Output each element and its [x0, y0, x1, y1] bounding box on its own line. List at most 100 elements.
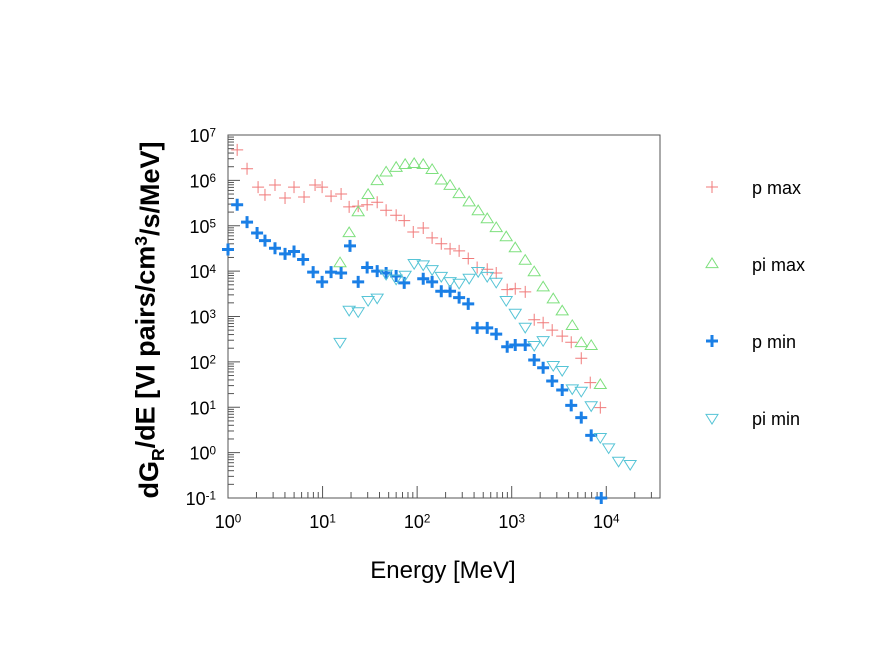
data-point	[297, 253, 310, 266]
data-point	[426, 275, 439, 288]
data-point	[489, 221, 504, 233]
data-point	[389, 160, 404, 172]
data-point	[398, 214, 411, 227]
data-point	[252, 181, 265, 194]
data-point	[279, 247, 292, 260]
x-axis-title: Energy [MeV]	[370, 557, 515, 584]
data-point	[509, 282, 522, 295]
data-point	[574, 336, 589, 348]
data-point	[501, 340, 514, 353]
data-point	[361, 198, 374, 211]
y-tick-label: 10-1	[186, 489, 216, 509]
data-point	[251, 227, 264, 240]
data-point	[380, 204, 393, 217]
data-point	[443, 277, 457, 289]
data-point	[555, 304, 570, 316]
data-point	[258, 188, 271, 201]
data-point	[471, 321, 484, 334]
y-tick-label: 104	[189, 262, 216, 282]
data-point	[536, 336, 551, 348]
data-point	[379, 165, 394, 177]
data-point	[556, 383, 569, 396]
y-tick-label: 107	[189, 126, 216, 146]
data-point	[575, 411, 588, 424]
data-point	[555, 365, 570, 378]
data-point	[575, 352, 588, 365]
legend-marker	[706, 335, 718, 347]
data-point	[556, 330, 569, 343]
data-point	[307, 266, 320, 279]
y-tick-label: 106	[189, 171, 216, 191]
data-point	[546, 292, 561, 304]
data-point	[499, 295, 514, 308]
data-point	[343, 239, 356, 252]
data-point	[407, 157, 422, 169]
data-point	[623, 459, 638, 471]
data-point	[536, 280, 551, 292]
y-tick-label: 101	[189, 398, 216, 418]
data-point	[241, 162, 254, 175]
legend-label: pi max	[752, 255, 805, 275]
data-point	[594, 401, 607, 414]
data-point	[342, 226, 357, 238]
data-point	[527, 340, 542, 352]
data-point	[537, 316, 550, 329]
data-point	[565, 336, 578, 349]
data-point	[258, 234, 271, 247]
data-point	[519, 339, 532, 352]
data-point	[462, 195, 477, 207]
data-point	[499, 230, 514, 242]
data-point	[501, 283, 514, 296]
data-point	[417, 272, 430, 285]
x-tick-label: 102	[404, 512, 431, 532]
data-point	[584, 376, 597, 389]
data-point	[316, 275, 329, 288]
data-point	[601, 443, 616, 455]
data-point	[546, 374, 559, 387]
data-point	[537, 361, 550, 374]
data-point	[351, 205, 366, 217]
y-tick-label: 103	[189, 308, 216, 328]
data-point	[316, 181, 329, 194]
data-point	[370, 293, 385, 305]
data-point	[584, 338, 599, 350]
data-point	[417, 222, 430, 235]
data-point	[298, 191, 311, 204]
x-tick-label: 103	[498, 512, 525, 532]
data-point	[343, 200, 356, 213]
data-point	[452, 278, 467, 290]
data-point	[370, 174, 385, 186]
x-tick-label: 101	[309, 512, 336, 532]
data-point	[471, 204, 486, 216]
data-point	[407, 259, 422, 271]
data-point	[268, 179, 281, 192]
data-point	[462, 252, 475, 265]
y-tick-label: 102	[189, 353, 216, 373]
data-point	[389, 274, 404, 286]
data-point	[518, 322, 533, 334]
data-point	[288, 181, 301, 194]
data-point	[528, 313, 541, 326]
data-point	[593, 378, 608, 390]
data-point	[325, 190, 338, 203]
data-point	[489, 277, 504, 289]
data-point	[519, 285, 532, 298]
data-point	[565, 399, 578, 412]
data-point	[268, 242, 281, 255]
data-point	[333, 337, 347, 349]
data-point	[546, 324, 559, 337]
data-point	[335, 266, 348, 279]
y-tick-label: 100	[189, 444, 216, 464]
data-point	[222, 243, 234, 256]
data-point	[325, 266, 338, 279]
data-point	[425, 265, 440, 277]
data-point	[490, 328, 503, 341]
data-point	[279, 191, 292, 204]
data-point	[462, 273, 477, 285]
data-point	[565, 318, 580, 331]
data-point	[444, 242, 457, 255]
legend-label: p min	[752, 332, 796, 352]
data-point	[416, 157, 431, 169]
data-point	[443, 178, 457, 190]
